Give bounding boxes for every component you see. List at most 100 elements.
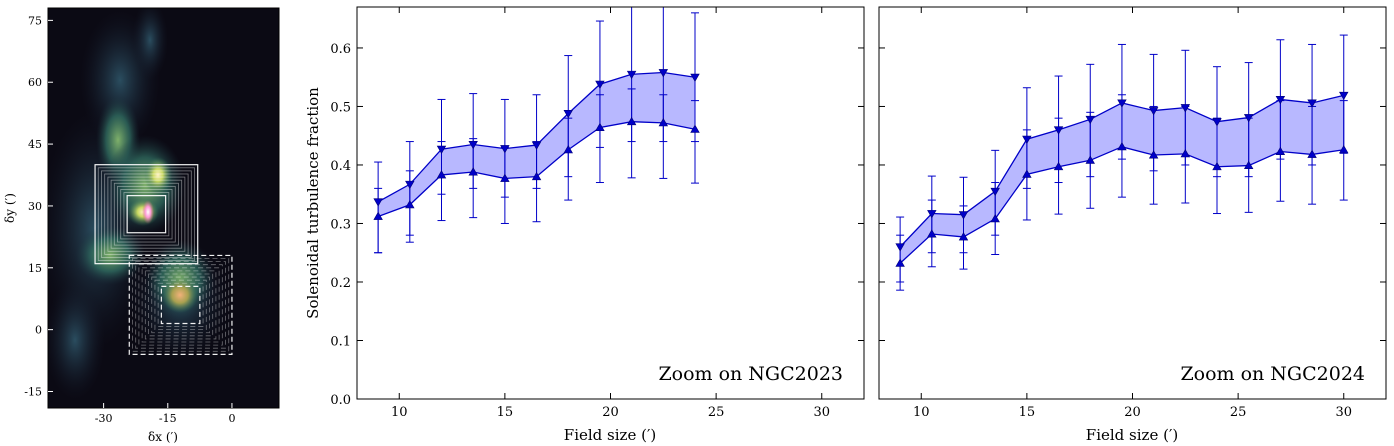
plot-ngc2024-point-down: [895, 243, 905, 252]
plot-ngc2024-point-up: [1085, 155, 1095, 164]
plot-ngc2023-point-down: [626, 70, 637, 80]
plot-ngc2023-point-up: [405, 199, 415, 209]
plot-ngc2023-point-down: [595, 80, 605, 90]
field-box-ngc2023: [120, 189, 173, 240]
field-box-ngc2023: [123, 192, 170, 237]
plot-ngc2024-xtick-label: 20: [1124, 405, 1141, 420]
plot-ngc2023-xtick-label: 10: [391, 405, 408, 420]
plot-ngc2024-point-down: [1085, 115, 1095, 125]
plot-ngc2024-xtick-label: 30: [1335, 405, 1352, 420]
plot-ngc2024-xlabel: Field size (′): [1086, 426, 1178, 444]
plot-ngc2024-point-down: [1022, 135, 1032, 145]
image-frame: [47, 7, 280, 409]
field-box-ngc2024: [135, 261, 226, 349]
plot-ngc2023-point-up: [436, 170, 447, 179]
plot-ngc2023-point-up: [468, 167, 478, 176]
plot-ngc2023-point-up: [373, 211, 383, 220]
image-xtick-label: -30: [95, 412, 113, 425]
image-ytick-label: -15: [24, 386, 42, 399]
plot-ngc2024-point-down: [958, 211, 969, 220]
plot-ngc2023-point-down: [373, 198, 383, 207]
plot-ngc2023-point-up: [500, 173, 510, 182]
plot-ngc2023-ticks: 10 15 20 25 30 0.0 0.1 0.2 0.3 0.4 0.5 0.6: [330, 7, 864, 420]
plot-ngc2023-point-up: [658, 118, 669, 127]
plot-ngc2023-point-up: [531, 171, 542, 181]
plot-ngc2024-frame: [878, 6, 1387, 400]
plot-ngc2024-band: [900, 95, 1344, 264]
field-box-ngc2023: [104, 173, 189, 255]
plot-ngc2024-point-up: [1053, 161, 1064, 171]
plot-ngc2024-point-down: [1339, 91, 1349, 101]
plot-ngc2023-point-down: [658, 69, 669, 78]
field-box-ngc2024: [141, 267, 220, 343]
plot-ngc2023-ytick-label: 0.3: [330, 217, 351, 232]
plot-ngc2023-annotation: Zoom on NGC2023: [658, 363, 843, 385]
plot-ngc2023-marks: [373, 7, 700, 254]
plot-ngc2024-point-up: [1339, 144, 1349, 154]
plot-ngc2024-point-down: [1243, 114, 1254, 123]
image-ytick-label: 30: [28, 200, 42, 213]
plot-ngc2024-point-up: [895, 258, 905, 267]
plot-ngc2024-xtick-label: 15: [1019, 405, 1036, 420]
plot-ngc2024-point-up: [1243, 160, 1254, 170]
image-ylabel: δy (′): [3, 193, 17, 223]
plot-ngc2023-ytick-label: 0.5: [330, 100, 351, 115]
plot-ngc2024-point-down: [1053, 126, 1064, 135]
plot-ngc2023-xtick-label: 15: [497, 405, 514, 420]
plot-ngc2023-point-down: [563, 110, 573, 119]
emission-map-panel: -30 -15 0 -15 0 15 30 45 60 75 δx (′) δy (′): [3, 7, 280, 444]
image-ytick-label: 0: [35, 324, 42, 337]
plot-ngc2024-point-up: [958, 232, 969, 241]
field-box-ngc2024: [148, 273, 214, 337]
plot-ngc2024-point-up: [1022, 169, 1032, 178]
plot-ngc2024-annotation: Zoom on NGC2024: [1180, 363, 1365, 385]
plot-ngc2024-point-down: [927, 210, 937, 219]
image-xtick-label: 0: [228, 412, 235, 425]
plot-ngc2023-point-up: [563, 144, 573, 154]
plot-ngc2024-point-down: [1117, 99, 1127, 108]
plot-ngc2024-point-down: [1148, 107, 1159, 116]
field-box-ngc2023: [110, 179, 183, 249]
image-xlabel: δx (′): [148, 430, 178, 444]
plot-ngc2024-xtick-label: 25: [1230, 405, 1247, 420]
plot-ngc2024-point-up: [1117, 142, 1127, 151]
plot-ngc2023-point-up: [626, 116, 637, 126]
plot-ngc2023-ytick-label: 0.4: [330, 159, 351, 174]
image-xtick-label: -15: [159, 412, 177, 425]
plot-ngc2024-point-down: [1180, 104, 1191, 113]
field-box-ngc2024: [157, 282, 204, 327]
field-box-ngc2024: [144, 270, 217, 340]
field-box-ngc2023: [113, 182, 179, 246]
plot-ngc2023-point-down: [436, 145, 447, 154]
plot-ngc2023-point-down: [690, 73, 700, 83]
field-box-ngc2024: [132, 258, 230, 352]
plot-ngc2024-ticks: 10 15 20 25 30: [879, 7, 1386, 420]
plot-ngc2023-point-down: [405, 180, 415, 190]
plot-ngc2023-point-down: [500, 145, 510, 154]
plot-ngc2023-point-up: [595, 122, 605, 131]
plot-ngc2024-point-up: [1212, 161, 1222, 171]
image-ytick-label: 75: [28, 14, 42, 27]
plot-ngc2023-xlabel: Field size (′): [564, 426, 656, 444]
image-ticks: -30 -15 0 -15 0 15 30 45 60 75: [24, 14, 235, 425]
field-box-ngc2024: [138, 264, 223, 346]
field-box-ngc2024: [154, 279, 207, 331]
plot-ngc2023-xtick-label: 30: [813, 405, 830, 420]
field-box-ngc2023: [107, 176, 186, 252]
emission-map: [48, 8, 230, 400]
plot-ngc2023-ytick-label: 0.2: [330, 276, 351, 291]
plot-ngc2024-point-down: [990, 187, 1000, 197]
plot-ngc2023-xtick-label: 25: [708, 405, 725, 420]
plot-ngc2023-ytick-label: 0.1: [330, 334, 351, 349]
plot-ngc2023-frame: [356, 6, 865, 400]
plot-ngc2024-point-down: [1275, 95, 1286, 105]
plot-ngc2024-marks: [895, 34, 1349, 291]
plot-ngc2023: 10 15 20 25 30 0.0 0.1 0.2 0.3 0.4 0.5 0.6 Zoom on …: [304, 6, 865, 444]
plot-ngc2024-point-up: [1148, 150, 1159, 159]
plot-ngc2024: 10 15 20 25 30 Zoom on NGC2024 Field size (′…: [878, 6, 1387, 444]
field-box-ngc2023: [101, 170, 192, 258]
image-ytick-label: 60: [28, 76, 42, 89]
image-ytick-label: 15: [28, 262, 42, 275]
plot-ngc2023-xtick-label: 20: [602, 405, 619, 420]
